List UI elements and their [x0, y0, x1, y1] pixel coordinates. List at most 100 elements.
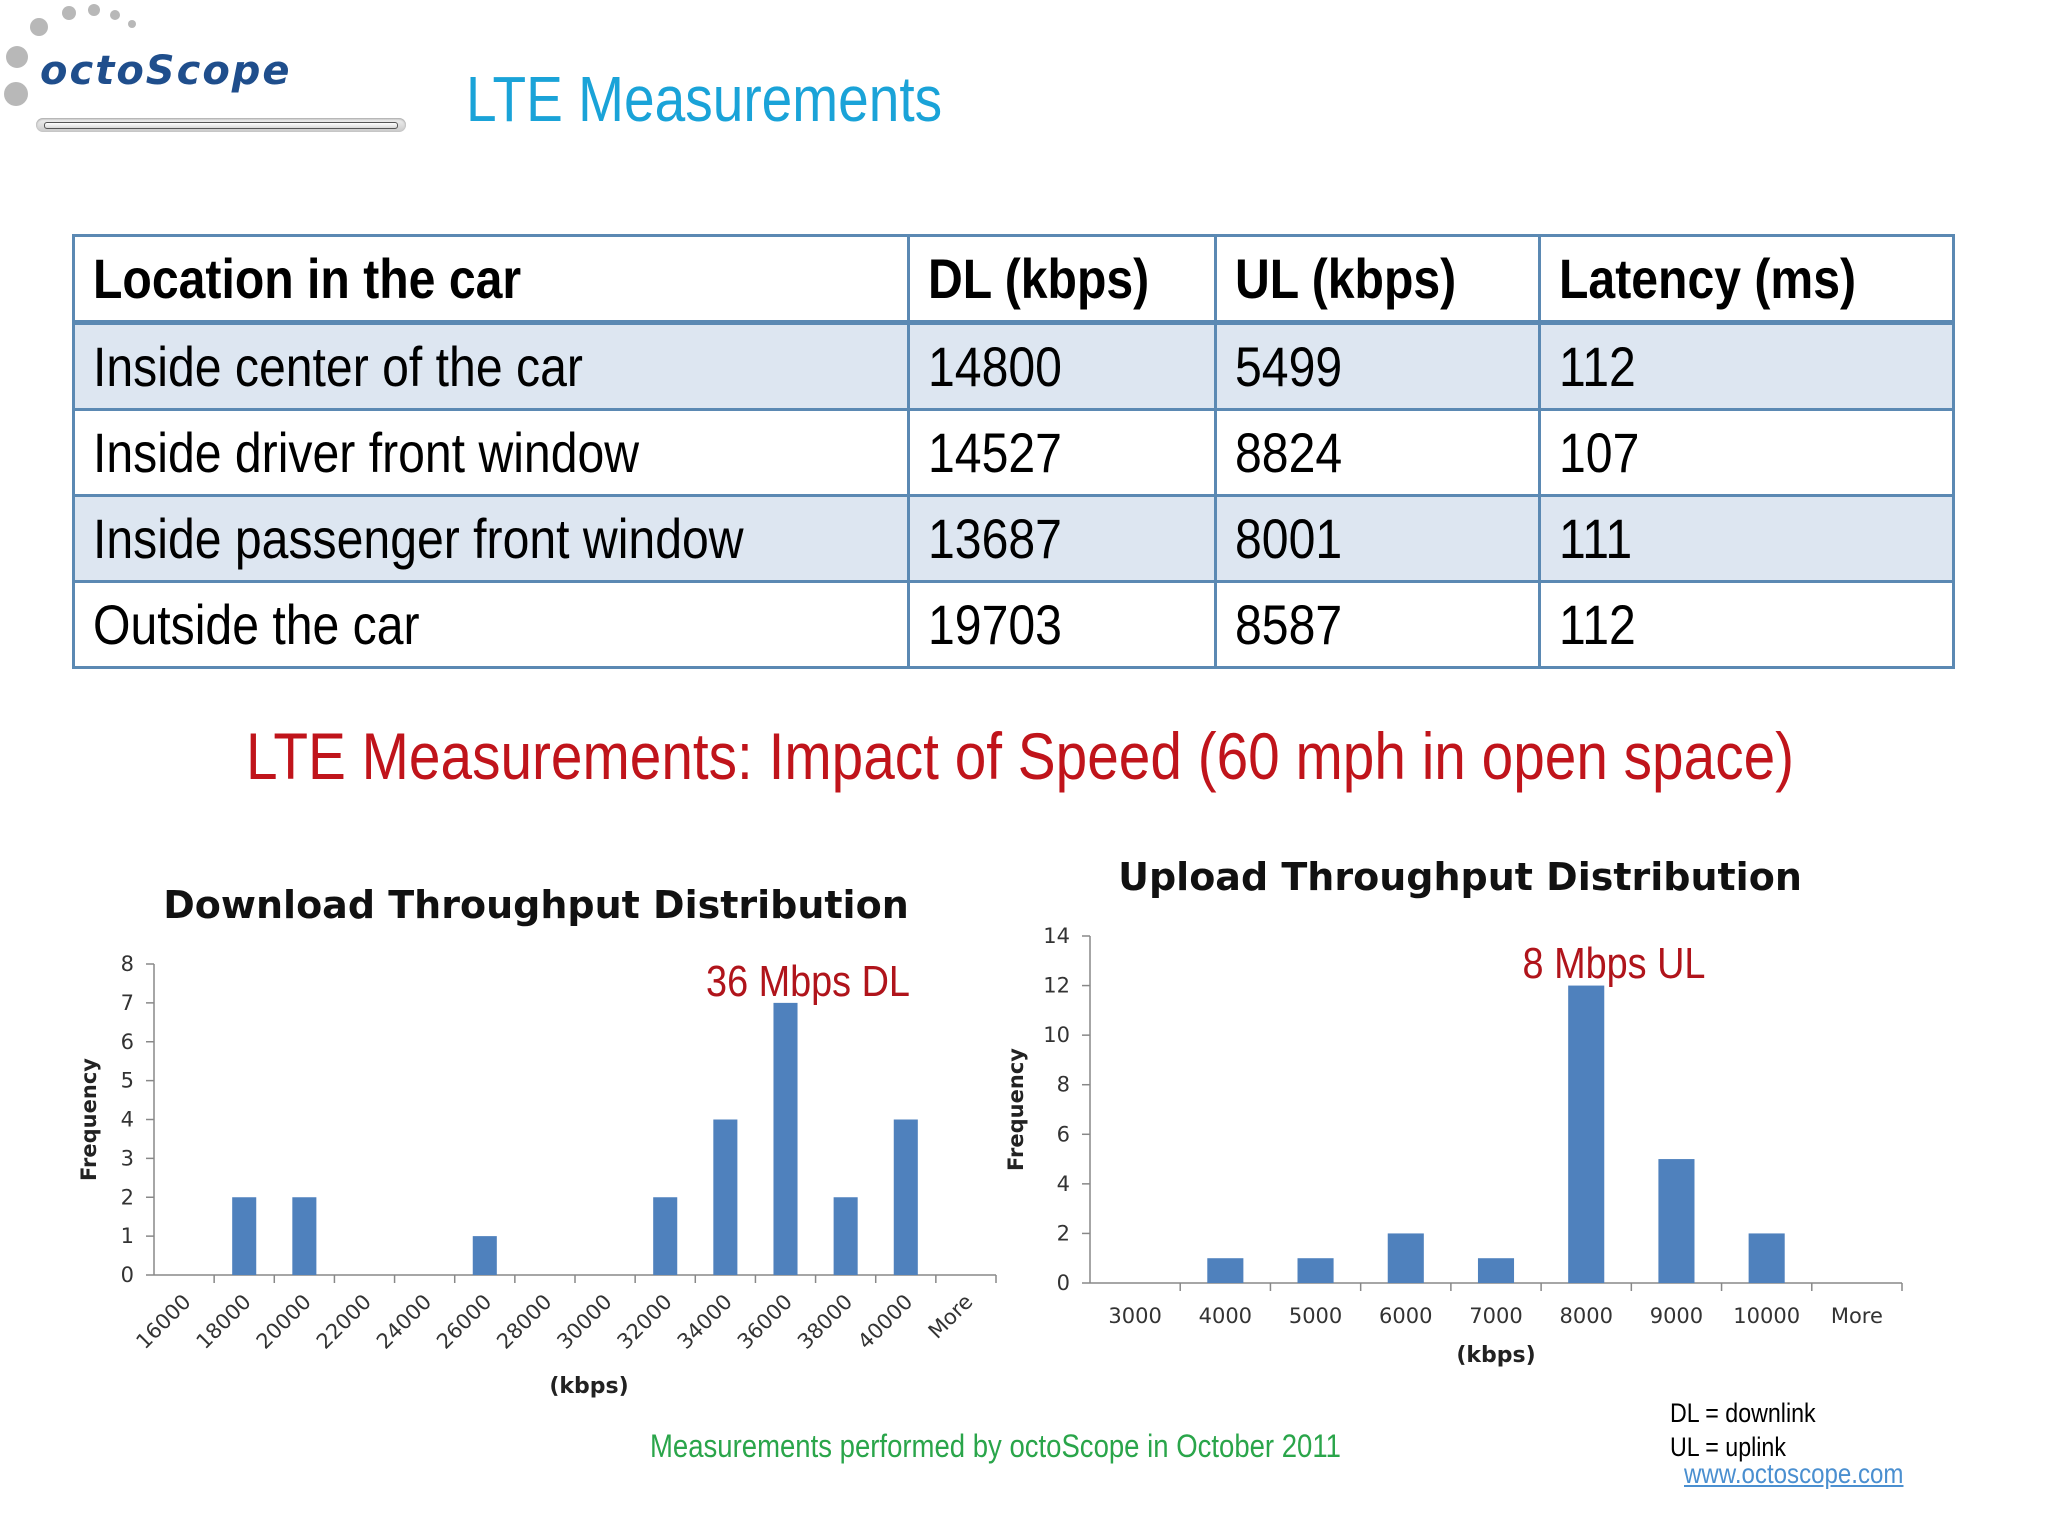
- x-tick-label: 38000: [793, 1290, 857, 1354]
- bar: [1568, 985, 1605, 1283]
- header-dl: DL (kbps): [907, 234, 1217, 325]
- y-tick-label: 4: [1057, 1172, 1070, 1196]
- x-tick-label: 3000: [1108, 1304, 1161, 1328]
- logo-underline: [36, 118, 406, 132]
- x-tick-label: 5000: [1289, 1304, 1342, 1328]
- bar: [292, 1197, 317, 1275]
- y-tick-label: 3: [121, 1146, 134, 1170]
- chart-download: Download Throughput Distribution 0 1 2 3 4 5 6 7…: [77, 883, 997, 1399]
- x-tick-label: 16000: [131, 1290, 195, 1354]
- y-axis-label: Frequency: [77, 1058, 101, 1181]
- y-tick-label: 12: [1043, 974, 1070, 998]
- legend-dl: DL = downlink: [1670, 1398, 1816, 1428]
- y-tick-label: 8: [1057, 1073, 1070, 1097]
- cell-dl: 14527: [907, 408, 1217, 497]
- y-tick-label: 2: [121, 1185, 134, 1209]
- cell-dl: 19703: [907, 580, 1217, 669]
- y-tick-label: 6: [121, 1030, 134, 1054]
- cell-location: Outside the car: [72, 580, 910, 669]
- x-tick-label: 24000: [372, 1290, 436, 1354]
- octoscope-logo: octoScope: [0, 0, 420, 140]
- slide-title: LTE Measurements: [466, 63, 943, 135]
- chart-annotation: 8 Mbps UL: [1523, 938, 1706, 987]
- x-tick-label: 10000: [1733, 1304, 1800, 1328]
- y-tick-label: 0: [1057, 1271, 1070, 1295]
- x-tick-label: 36000: [733, 1290, 797, 1354]
- header-location: Location in the car: [72, 234, 910, 325]
- bar: [1207, 1258, 1244, 1283]
- x-tick-label: More: [1831, 1304, 1883, 1328]
- bar: [1297, 1258, 1334, 1283]
- bar: [833, 1197, 858, 1275]
- cell-dl: 13687: [907, 494, 1217, 583]
- y-tick-label: 0: [121, 1263, 134, 1287]
- table-row: Inside center of the car 14800 5499 112: [72, 321, 1955, 411]
- x-tick-label: 4000: [1199, 1304, 1252, 1328]
- bar: [232, 1197, 257, 1275]
- speed-section-title: LTE Measurements: Impact of Speed (60 mp…: [246, 719, 1795, 793]
- y-tick-label: 1: [121, 1224, 134, 1248]
- cell-ul: 5499: [1214, 321, 1541, 411]
- x-tick-label: 22000: [312, 1290, 376, 1354]
- measurements-table: Location in the car DL (kbps) UL (kbps) …: [72, 234, 1955, 669]
- cell-location: Inside driver front window: [72, 408, 910, 497]
- x-tick-label: 34000: [673, 1290, 737, 1354]
- x-tick-label: 30000: [552, 1290, 616, 1354]
- header-latency: Latency (ms): [1538, 234, 1955, 325]
- bar: [893, 1119, 918, 1275]
- cell-ul: 8001: [1214, 494, 1541, 583]
- x-tick-label: 18000: [192, 1290, 256, 1354]
- chart-title: Upload Throughput Distribution: [1118, 855, 1802, 899]
- x-tick-label: 32000: [613, 1290, 677, 1354]
- table-header-row: Location in the car DL (kbps) UL (kbps) …: [72, 234, 1955, 325]
- y-tick-label: 10: [1043, 1023, 1070, 1047]
- bar: [653, 1197, 678, 1275]
- cell-dl: 14800: [907, 321, 1217, 411]
- table-row: Inside driver front window 14527 8824 10…: [72, 408, 1955, 497]
- cell-ul: 8824: [1214, 408, 1541, 497]
- cell-latency: 111: [1538, 494, 1955, 583]
- table-row: Outside the car 19703 8587 112: [72, 580, 1955, 669]
- chart-upload: Upload Throughput Distribution 0 2 4 6 8 10 12 1…: [1004, 855, 1903, 1368]
- cell-latency: 107: [1538, 408, 1955, 497]
- bar: [1387, 1233, 1424, 1283]
- x-axis-label: (kbps): [549, 1374, 628, 1399]
- x-tick-label: 28000: [492, 1290, 556, 1354]
- header-ul: UL (kbps): [1214, 234, 1541, 325]
- bar: [472, 1236, 497, 1275]
- y-tick-label: 2: [1057, 1221, 1070, 1245]
- chart-title: Download Throughput Distribution: [163, 883, 909, 927]
- table-row: Inside passenger front window 13687 8001…: [72, 494, 1955, 583]
- cell-latency: 112: [1538, 321, 1955, 411]
- x-tick-label: 9000: [1650, 1304, 1703, 1328]
- y-tick-label: 7: [121, 991, 134, 1015]
- bar: [1477, 1258, 1515, 1283]
- x-tick-label: 6000: [1379, 1304, 1432, 1328]
- x-tick-label: 20000: [252, 1290, 316, 1354]
- x-axis-label: (kbps): [1456, 1343, 1535, 1368]
- bar: [713, 1119, 738, 1275]
- logo-text: octoScope: [40, 48, 292, 94]
- x-tick-label: More: [924, 1290, 978, 1344]
- bar: [1748, 1233, 1785, 1283]
- x-tick-label: 8000: [1559, 1304, 1612, 1328]
- bar: [773, 1002, 798, 1275]
- y-tick-label: 14: [1043, 924, 1070, 948]
- y-tick-label: 6: [1057, 1122, 1070, 1146]
- cell-location: Inside center of the car: [72, 321, 910, 411]
- cell-ul: 8587: [1214, 580, 1541, 669]
- cell-location: Inside passenger front window: [72, 494, 910, 583]
- y-axis-label: Frequency: [1004, 1048, 1028, 1171]
- website-link[interactable]: www.octoscope.com: [1684, 1458, 1904, 1489]
- x-tick-label: 26000: [432, 1290, 496, 1354]
- measurement-credit: Measurements performed by octoScope in O…: [650, 1428, 1341, 1464]
- legend-ul: UL = uplink: [1670, 1432, 1786, 1462]
- x-tick-label: 40000: [853, 1290, 917, 1354]
- y-tick-label: 8: [121, 952, 134, 976]
- y-tick-label: 4: [121, 1108, 134, 1132]
- x-tick-label: 7000: [1469, 1304, 1522, 1328]
- y-tick-label: 5: [121, 1069, 134, 1093]
- chart-annotation: 36 Mbps DL: [706, 956, 910, 1005]
- cell-latency: 112: [1538, 580, 1955, 669]
